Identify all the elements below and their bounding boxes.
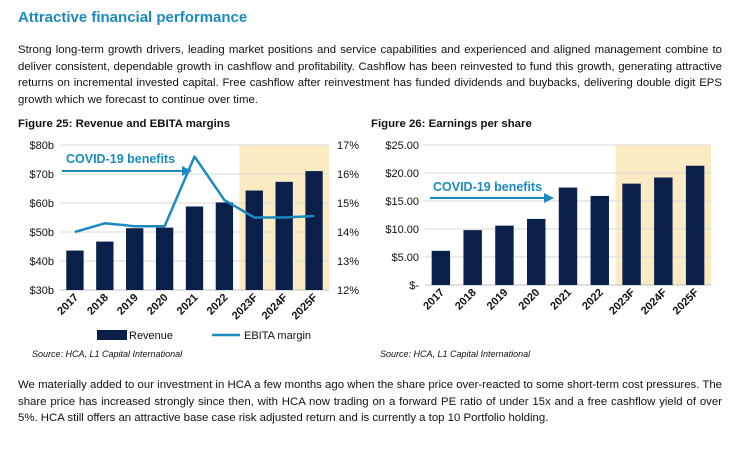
eps-bar-2020 bbox=[527, 218, 546, 285]
x-tick-label: 2018 bbox=[453, 287, 479, 313]
x-tick-label: 2021 bbox=[548, 287, 574, 313]
y-tick-label: $60b bbox=[30, 198, 54, 210]
closing-paragraph: We materially added to our investment in… bbox=[18, 379, 722, 425]
revenue-bar-2025f bbox=[305, 171, 323, 290]
revenue-bar-2018 bbox=[96, 241, 114, 290]
right-tick-label: 15% bbox=[337, 198, 359, 210]
covid-annotation: COVID-19 benefits bbox=[66, 152, 175, 166]
x-tick-label: 2019 bbox=[485, 287, 511, 313]
x-tick-label: 2020 bbox=[517, 287, 543, 313]
y-tick-label: $80b bbox=[30, 140, 54, 152]
eps-bar-2023f bbox=[622, 183, 641, 285]
x-tick-label: 2024F bbox=[639, 286, 670, 317]
revenue-bar-2020 bbox=[155, 227, 174, 290]
revenue-bar-2017 bbox=[66, 250, 84, 290]
revenue-bar-2022 bbox=[215, 202, 234, 290]
y-tick-label: $- bbox=[409, 280, 419, 292]
right-tick-label: 13% bbox=[337, 256, 359, 268]
legend-revenue-label: Revenue bbox=[129, 330, 173, 342]
revenue-bar-2019 bbox=[126, 228, 144, 290]
y-tick-label: $30b bbox=[30, 285, 54, 297]
intro-paragraph: Strong long-term growth drivers, leading… bbox=[18, 44, 722, 106]
x-tick-label: 2025F bbox=[671, 286, 702, 317]
revenue-bar-2024f bbox=[275, 181, 293, 290]
eps-bar-2021 bbox=[558, 187, 578, 285]
eps-bar-2017 bbox=[431, 250, 451, 285]
legend-revenue-swatch bbox=[97, 330, 127, 340]
right-tick-label: 14% bbox=[337, 227, 359, 239]
covid-arrow-head bbox=[544, 193, 554, 203]
right-tick-label: 12% bbox=[337, 285, 359, 297]
figure-26-title: Figure 26: Earnings per share bbox=[371, 118, 532, 130]
y-tick-label: $25.00 bbox=[385, 140, 419, 152]
x-tick-label: 2023F bbox=[607, 286, 638, 317]
legend-ebita-label: EBITA margin bbox=[244, 330, 311, 342]
covid-annotation: COVID-19 benefits bbox=[433, 180, 542, 194]
right-tick-label: 16% bbox=[337, 169, 359, 181]
y-tick-label: $40b bbox=[30, 256, 54, 268]
y-tick-label: $20.00 bbox=[385, 168, 419, 180]
y-tick-label: $70b bbox=[30, 169, 54, 181]
eps-bar-2018 bbox=[463, 230, 482, 285]
figure-25-source: Source: HCA, L1 Capital International bbox=[32, 349, 183, 359]
figure-26-source: Source: HCA, L1 Capital International bbox=[380, 349, 531, 359]
eps-bar-2025f bbox=[685, 165, 705, 285]
x-tick-label: 2017 bbox=[421, 287, 447, 313]
page-heading: Attractive financial performance bbox=[18, 9, 248, 26]
right-tick-label: 17% bbox=[337, 140, 359, 152]
eps-bar-2022 bbox=[590, 195, 609, 285]
eps-bar-2019 bbox=[495, 225, 514, 285]
revenue-bar-2021 bbox=[185, 206, 204, 290]
x-tick-label: 2022 bbox=[580, 287, 606, 313]
ebita-margin-line bbox=[74, 155, 315, 234]
y-tick-label: $10.00 bbox=[385, 224, 419, 236]
y-tick-label: $5.00 bbox=[391, 252, 419, 264]
y-tick-label: $15.00 bbox=[385, 196, 419, 208]
y-tick-label: $50b bbox=[30, 227, 54, 239]
figure-25-title: Figure 25: Revenue and EBITA margins bbox=[18, 118, 231, 130]
covid-arrow-head bbox=[182, 166, 192, 176]
eps-bar-2024f bbox=[654, 177, 673, 285]
